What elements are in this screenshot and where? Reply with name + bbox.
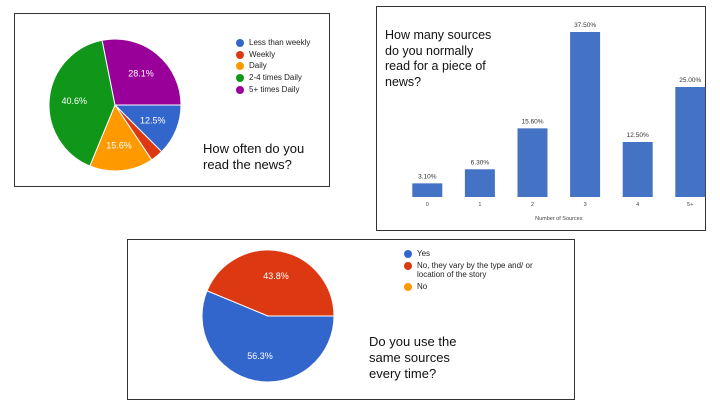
frequency-legend: Less than weekly Weekly Daily 2-4 times Dai… [236,38,310,96]
bar-value-label: 15.60% [521,118,543,125]
legend-swatch [404,261,412,270]
legend-swatch [236,74,244,83]
legend-item: No [404,282,554,292]
bar-0 [412,183,443,197]
pie-slice-daily [89,103,153,172]
legend-label: No [417,281,428,291]
pie-slice-2-4-times-daily [48,39,116,167]
slice-value-label: 40.6% [62,96,88,106]
bar-value-label: 12.50% [627,132,649,139]
x-tick-label: 2 [531,202,534,208]
slice-value-label: 15.6% [106,141,132,151]
x-axis-title: Number of Sources [535,216,583,222]
bar-value-label: 37.50% [574,22,596,29]
slice-value-label: 12.5% [140,116,166,126]
legend-swatch [236,50,244,59]
legend-swatch [404,282,412,291]
legend-label: 2-4 times Daily [249,73,302,83]
legend-swatch [404,250,412,258]
bar-5+ [675,87,706,197]
same-sources-pie-chart: 56.3% 43.8% [201,249,335,383]
sources-chart-panel: How many sources do you normally read fo… [376,6,706,231]
x-tick-label: 4 [636,202,639,208]
legend-label: No, they vary by the type and/ or locati… [417,260,533,280]
legend-item: Daily [236,61,310,71]
legend-label: 5+ times Daily [249,84,300,94]
sources-bar-chart: 3.10% 0 6.30% 1 15.60% 2 37.50% 3 12.50% 4 25.00% 5… [412,22,706,222]
legend-item: No, they vary by the type and/ or locati… [404,261,554,280]
legend-item: Less than weekly [236,38,310,48]
slice-value-label: 43.8% [263,271,289,281]
bar-2 [517,128,548,197]
legend-swatch [236,85,244,94]
legend-swatch [236,62,244,71]
x-tick-label: 1 [478,202,481,208]
legend-item: 5+ times Daily [236,85,310,95]
x-tick-label: 3 [584,202,587,208]
sources-question: How many sources do you normally read fo… [385,28,492,89]
bar-3 [570,32,601,197]
legend-item: 2-4 times Daily [236,73,310,83]
same-sources-chart-panel: 56.3% 43.8% Yes No, they vary by the type … [127,239,575,400]
x-tick-label: 5+ [687,202,693,208]
frequency-chart-panel: 12.5% 15.6% 40.6% 28.1% Less than weekly Wee… [14,13,330,187]
frequency-pie-chart: 12.5% 15.6% 40.6% 28.1% [48,38,182,172]
legend-label: Daily [249,61,267,71]
bar-value-label: 3.10% [418,173,437,180]
slice-value-label: 56.3% [247,351,273,361]
bar-value-label: 25.00% [679,77,701,84]
pie-slice-yes [201,290,335,383]
legend-item: Yes [404,249,554,259]
pie-slice-no-they-vary-by-the-type-and-or-location-of-the-story [206,249,335,317]
legend-swatch [236,39,244,47]
pie-slice-5-times-daily [101,38,182,106]
legend-label: Yes [417,249,431,258]
bar-1 [464,169,495,197]
same-sources-question: Do you use the same sources every time? [369,334,457,381]
bar-4 [622,142,653,197]
x-tick-label: 0 [426,202,429,208]
legend-item: Weekly [236,50,310,60]
bar-value-label: 6.30% [471,159,490,166]
legend-label: Less than weekly [249,38,311,47]
same-sources-legend: Yes No, they vary by the type and/ or loc… [404,249,554,294]
frequency-question: How often do you read the news? [203,141,305,172]
legend-label: Weekly [249,49,276,59]
slice-value-label: 28.1% [128,68,154,78]
